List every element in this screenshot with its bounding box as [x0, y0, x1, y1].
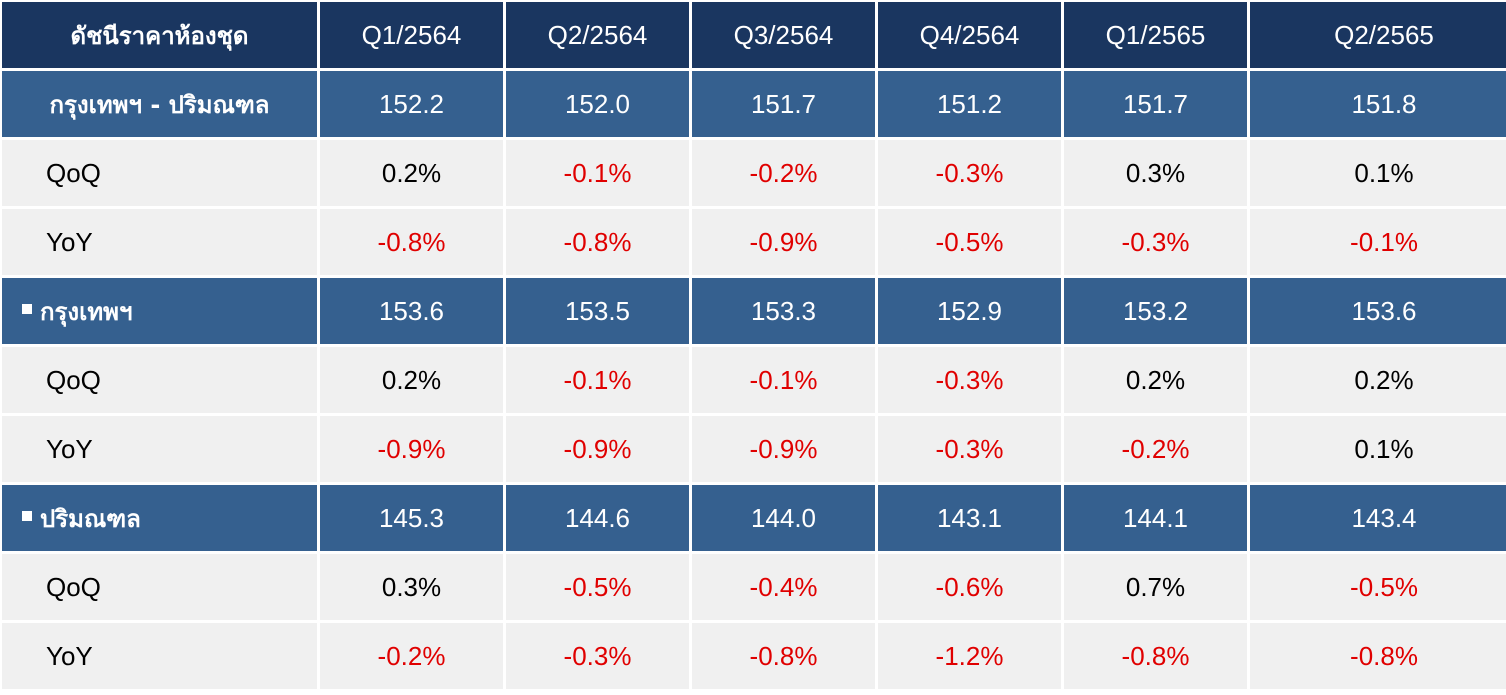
qoq-value-cell: -0.3% [878, 140, 1061, 206]
qoq-value-cell: -0.1% [506, 140, 689, 206]
yoy-label: YoY [2, 623, 317, 689]
column-header: Q4/2564 [878, 2, 1061, 68]
yoy-value-cell: -0.1% [1250, 209, 1506, 275]
index-value-cell: 151.7 [1064, 71, 1247, 137]
yoy-value-cell: 0.1% [1250, 416, 1506, 482]
yoy-value-cell: -0.2% [320, 623, 503, 689]
qoq-value-cell: 0.1% [1250, 140, 1506, 206]
yoy-value-cell: -0.8% [692, 623, 875, 689]
yoy-value-cell: -0.8% [320, 209, 503, 275]
qoq-value-cell: -0.3% [878, 347, 1061, 413]
group-row: ปริมณฑล 145.3 144.6 144.0 143.1 144.1 143.4 [2, 485, 1506, 551]
qoq-value-cell: 0.2% [320, 347, 503, 413]
qoq-value-cell: -0.5% [506, 554, 689, 620]
yoy-value-cell: -0.5% [878, 209, 1061, 275]
index-value-cell: 153.6 [320, 278, 503, 344]
bullet-icon [22, 510, 32, 521]
index-value-cell: 151.7 [692, 71, 875, 137]
qoq-value-cell: 0.2% [1250, 347, 1506, 413]
qoq-value-cell: -0.1% [506, 347, 689, 413]
qoq-value-cell: 0.7% [1064, 554, 1247, 620]
group-label: ปริมณฑล [40, 504, 141, 533]
qoq-value-cell: -0.6% [878, 554, 1061, 620]
index-value-cell: 153.6 [1250, 278, 1506, 344]
header-row: ดัชนีราคาห้องชุด Q1/2564 Q2/2564 Q3/2564… [2, 2, 1506, 68]
yoy-value-cell: -0.3% [878, 416, 1061, 482]
qoq-value-cell: 0.2% [320, 140, 503, 206]
index-value-cell: 144.6 [506, 485, 689, 551]
yoy-value-cell: -0.9% [506, 416, 689, 482]
qoq-value-cell: -0.4% [692, 554, 875, 620]
qoq-value-cell: 0.3% [320, 554, 503, 620]
table-header-label: ดัชนีราคาห้องชุด [2, 2, 317, 68]
qoq-row: QoQ 0.2% -0.1% -0.1% -0.3% 0.2% 0.2% [2, 347, 1506, 413]
qoq-value-cell: 0.3% [1064, 140, 1247, 206]
index-value-cell: 143.4 [1250, 485, 1506, 551]
yoy-row: YoY -0.2% -0.3% -0.8% -1.2% -0.8% -0.8% [2, 623, 1506, 689]
yoy-row: YoY -0.8% -0.8% -0.9% -0.5% -0.3% -0.1% [2, 209, 1506, 275]
column-header: Q2/2565 [1250, 2, 1506, 68]
index-value-cell: 153.3 [692, 278, 875, 344]
index-value-cell: 152.0 [506, 71, 689, 137]
group-label-cell: ปริมณฑล [2, 485, 317, 551]
yoy-value-cell: -0.9% [320, 416, 503, 482]
qoq-label: QoQ [2, 554, 317, 620]
group-label: กรุงเทพฯ - ปริมณฑล [49, 90, 270, 119]
table-body: กรุงเทพฯ - ปริมณฑล 152.2 152.0 151.7 151.2 15… [2, 71, 1506, 689]
qoq-value-cell: 0.2% [1064, 347, 1247, 413]
group-label-cell: กรุงเทพฯ - ปริมณฑล [2, 71, 317, 137]
yoy-label: YoY [2, 416, 317, 482]
qoq-value-cell: -0.2% [692, 140, 875, 206]
index-value-cell: 144.1 [1064, 485, 1247, 551]
yoy-value-cell: -0.9% [692, 209, 875, 275]
qoq-row: QoQ 0.3% -0.5% -0.4% -0.6% 0.7% -0.5% [2, 554, 1506, 620]
yoy-value-cell: -0.2% [1064, 416, 1247, 482]
yoy-value-cell: -1.2% [878, 623, 1061, 689]
group-label: กรุงเทพฯ [40, 297, 133, 326]
column-header: Q3/2564 [692, 2, 875, 68]
index-value-cell: 145.3 [320, 485, 503, 551]
yoy-row: YoY -0.9% -0.9% -0.9% -0.3% -0.2% 0.1% [2, 416, 1506, 482]
qoq-label: QoQ [2, 347, 317, 413]
yoy-value-cell: -0.3% [1064, 209, 1247, 275]
yoy-value-cell: -0.3% [506, 623, 689, 689]
qoq-row: QoQ 0.2% -0.1% -0.2% -0.3% 0.3% 0.1% [2, 140, 1506, 206]
group-row: กรุงเทพฯ - ปริมณฑล 152.2 152.0 151.7 151.2 15… [2, 71, 1506, 137]
qoq-label: QoQ [2, 140, 317, 206]
index-value-cell: 152.9 [878, 278, 1061, 344]
yoy-label: YoY [2, 209, 317, 275]
index-value-cell: 151.2 [878, 71, 1061, 137]
column-header: Q1/2564 [320, 2, 503, 68]
qoq-value-cell: -0.1% [692, 347, 875, 413]
index-value-cell: 152.2 [320, 71, 503, 137]
index-value-cell: 153.5 [506, 278, 689, 344]
column-header: Q1/2565 [1064, 2, 1247, 68]
group-label-cell: กรุงเทพฯ [2, 278, 317, 344]
index-value-cell: 143.1 [878, 485, 1061, 551]
group-row: กรุงเทพฯ 153.6 153.5 153.3 152.9 153.2 153.6 [2, 278, 1506, 344]
yoy-value-cell: -0.8% [1064, 623, 1247, 689]
index-value-cell: 144.0 [692, 485, 875, 551]
yoy-value-cell: -0.9% [692, 416, 875, 482]
yoy-value-cell: -0.8% [1250, 623, 1506, 689]
index-value-cell: 153.2 [1064, 278, 1247, 344]
bullet-icon [22, 303, 32, 314]
yoy-value-cell: -0.8% [506, 209, 689, 275]
column-header: Q2/2564 [506, 2, 689, 68]
qoq-value-cell: -0.5% [1250, 554, 1506, 620]
index-value-cell: 151.8 [1250, 71, 1506, 137]
